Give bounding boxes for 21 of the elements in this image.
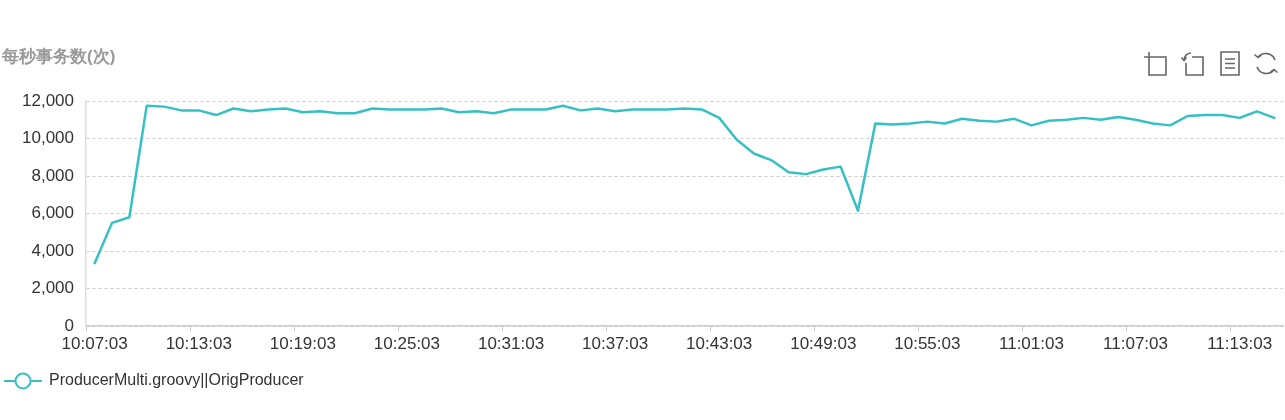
- x-tick-label: 10:43:03: [686, 333, 753, 353]
- x-tick-label: 10:19:03: [269, 333, 336, 353]
- y-tick-label: 6,000: [31, 203, 74, 223]
- y-tick-label: 4,000: [31, 240, 74, 260]
- x-tick-label: 11:01:03: [999, 333, 1064, 353]
- y-tick-label: 2,000: [31, 278, 74, 298]
- y-tick-label: 10,000: [22, 128, 74, 148]
- x-tick-label: 10:55:03: [894, 333, 961, 353]
- y-tick-label: 12,000: [22, 90, 74, 110]
- x-tick-label: 11:13:03: [1207, 333, 1273, 353]
- legend-label: ProducerMulti.groovy||OrigProducer: [49, 371, 305, 389]
- x-tick-label: 10:31:03: [477, 333, 545, 353]
- y-tick-label: 8,000: [31, 165, 74, 185]
- x-tick-label: 10:13:03: [165, 333, 232, 353]
- y-axis-title: 每秒事务数(次): [1, 46, 116, 66]
- x-tick-label: 10:07:03: [61, 333, 128, 353]
- x-tick-label: 10:25:03: [373, 333, 441, 353]
- x-tick-label: 10:37:03: [582, 333, 649, 353]
- x-tick-label: 11:07:03: [1103, 333, 1168, 353]
- x-tick-label: 10:49:03: [790, 333, 857, 353]
- y-tick-label: 0: [64, 315, 74, 335]
